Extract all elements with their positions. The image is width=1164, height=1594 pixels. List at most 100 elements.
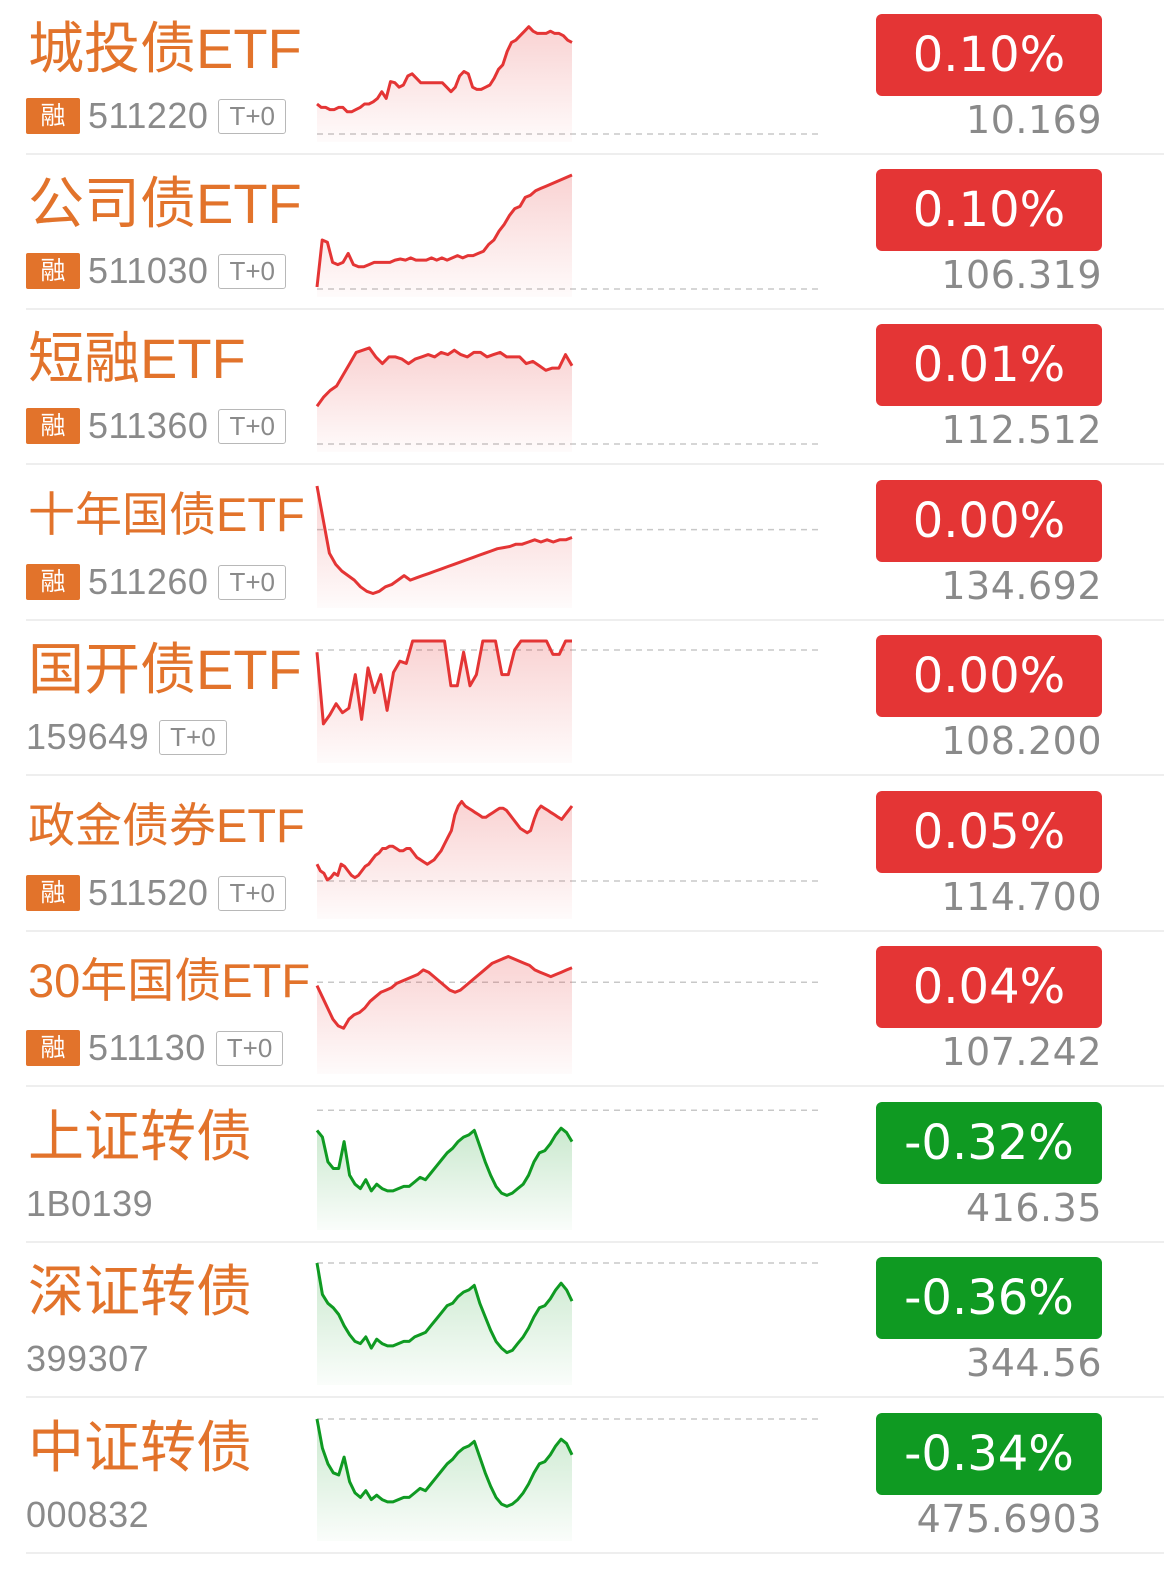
last-price: 112.512 (941, 408, 1102, 452)
fund-name: 城投债ETF (28, 17, 302, 80)
fund-meta: 融 511260 T+0 (26, 563, 286, 601)
quote-row[interactable]: 城投债ETF 融 511220 T+0 0.10% 10.169 (0, 0, 1164, 155)
row-divider (26, 619, 1164, 621)
intraday-sparkline (315, 485, 820, 608)
sparkline-area (317, 1419, 572, 1541)
last-price: 475.6903 (916, 1497, 1102, 1541)
t0-badge: T+0 (218, 875, 286, 911)
quote-row[interactable]: 国开债ETF 159649 T+0 0.00% 108.200 (0, 621, 1164, 776)
fund-meta: 融 511130 T+0 (26, 1027, 284, 1068)
fund-code: 511220 (88, 95, 209, 136)
intraday-sparkline (315, 1262, 820, 1385)
t0-badge: T+0 (159, 719, 227, 755)
sparkline-line (315, 800, 574, 882)
fund-code: 511030 (88, 250, 209, 291)
sparkline-line (315, 639, 572, 726)
fund-meta: 159649 T+0 (26, 718, 227, 756)
sparkline-line (315, 1418, 574, 1508)
fund-meta: 000832 (26, 1496, 159, 1534)
fund-code: 1B0139 (26, 1183, 154, 1224)
sparkline-line (315, 173, 573, 288)
t0-badge: T+0 (215, 1030, 284, 1066)
fund-code: 511260 (88, 561, 209, 602)
sparkline-area (317, 641, 572, 763)
sparkline-area (317, 486, 572, 608)
change-percent-badge[interactable]: -0.32% (876, 1102, 1102, 1184)
change-percent-badge[interactable]: 0.00% (876, 635, 1102, 717)
intraday-sparkline (315, 1109, 820, 1230)
row-divider (26, 1241, 1164, 1243)
fund-name: 十年国债ETF (28, 488, 305, 541)
row-divider (26, 1552, 1164, 1554)
t0-badge: T+0 (218, 98, 286, 134)
fund-name: 政金债券ETF (28, 799, 305, 852)
last-price: 114.700 (941, 875, 1102, 919)
quote-row[interactable]: 上证转债 1B0139 -0.32% 416.35 (0, 1088, 1164, 1243)
last-price: 107.242 (941, 1030, 1102, 1074)
last-price: 416.35 (966, 1186, 1102, 1230)
sparkline-area (317, 175, 572, 297)
change-percent-badge[interactable]: 0.00% (876, 480, 1102, 562)
change-percent-badge[interactable]: 0.10% (876, 14, 1102, 96)
margin-trading-badge: 融 (26, 1030, 80, 1066)
quote-row[interactable]: 30年国债ETF 融 511130 T+0 0.04% 107.242 (0, 932, 1164, 1087)
fund-meta: 融 511360 T+0 (26, 407, 286, 445)
sparkline-area (317, 347, 572, 452)
intraday-sparkline (315, 639, 820, 763)
change-percent-badge[interactable]: 0.04% (876, 946, 1102, 1028)
intraday-sparkline (315, 173, 820, 297)
fund-meta: 融 511030 T+0 (26, 252, 286, 290)
sparkline-line (315, 1262, 574, 1355)
sparkline-line (316, 25, 573, 114)
t0-badge: T+0 (218, 564, 286, 600)
sparkline-area (317, 26, 572, 143)
row-divider (26, 930, 1164, 932)
t0-badge: T+0 (218, 408, 286, 444)
sparkline-line (315, 955, 573, 1030)
fund-meta: 融 511220 T+0 (26, 97, 286, 135)
quote-row[interactable]: 短融ETF 融 511360 T+0 0.01% 112.512 (0, 310, 1164, 465)
fund-code: 399307 (26, 1338, 150, 1379)
margin-trading-badge: 融 (26, 98, 80, 134)
sparkline-area (317, 801, 572, 919)
last-price: 344.56 (966, 1341, 1102, 1385)
sparkline-area (317, 956, 572, 1074)
fund-name: 30年国债ETF (28, 954, 311, 1007)
last-price: 108.200 (941, 719, 1102, 763)
change-percent-badge[interactable]: -0.34% (876, 1413, 1102, 1495)
row-divider (26, 153, 1164, 155)
fund-name: 中证转债 (28, 1416, 252, 1479)
margin-trading-badge: 融 (26, 875, 80, 911)
fund-code: 511130 (88, 1027, 206, 1068)
change-percent-badge[interactable]: 0.10% (876, 169, 1102, 251)
fund-name: 国开债ETF (28, 638, 302, 701)
fund-meta: 399307 (26, 1340, 159, 1378)
change-percent-badge[interactable]: -0.36% (876, 1257, 1102, 1339)
quote-row[interactable]: 公司债ETF 融 511030 T+0 0.10% 106.319 (0, 155, 1164, 310)
last-price: 134.692 (941, 564, 1102, 608)
intraday-sparkline (315, 955, 820, 1074)
row-divider (26, 308, 1164, 310)
row-divider (26, 1396, 1164, 1398)
row-divider (26, 463, 1164, 465)
change-percent-badge[interactable]: 0.01% (876, 324, 1102, 406)
change-percent-badge[interactable]: 0.05% (876, 791, 1102, 873)
margin-trading-badge: 融 (26, 253, 80, 289)
row-divider (26, 1085, 1164, 1087)
fund-meta: 1B0139 (26, 1185, 163, 1223)
t0-badge: T+0 (218, 253, 286, 289)
last-price: 106.319 (941, 253, 1102, 297)
quote-row[interactable]: 十年国债ETF 融 511260 T+0 0.00% 134.692 (0, 466, 1164, 621)
last-price: 10.169 (966, 98, 1102, 142)
fund-name: 公司债ETF (28, 172, 302, 235)
fund-code: 000832 (26, 1494, 150, 1535)
intraday-sparkline (316, 25, 820, 143)
sparkline-line (315, 346, 574, 408)
quote-row[interactable]: 政金债券ETF 融 511520 T+0 0.05% 114.700 (0, 777, 1164, 932)
fund-name: 短融ETF (28, 327, 246, 390)
quote-row[interactable]: 中证转债 000832 -0.34% 475.6903 (0, 1399, 1164, 1554)
fund-code: 511360 (88, 405, 209, 446)
quote-row[interactable]: 深证转债 399307 -0.36% 344.56 (0, 1243, 1164, 1398)
fund-name: 上证转债 (28, 1105, 252, 1168)
intraday-sparkline (315, 346, 820, 452)
